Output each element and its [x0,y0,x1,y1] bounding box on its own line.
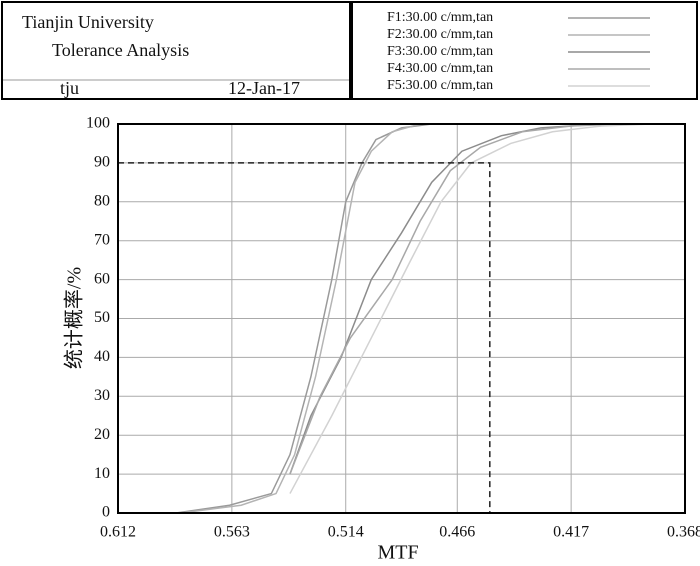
header-title: Tolerance Analysis [52,40,189,60]
legend-label: F2:30.00 c/mm,tan [387,27,493,42]
y-tick-label: 30 [94,387,110,404]
y-tick-label: 40 [94,348,110,365]
legend-box [351,1,698,100]
x-tick-label: 0.368 [667,524,700,541]
mtf-curve [180,123,421,514]
x-axis-label: MTF [377,542,418,564]
date: 12-Jan-17 [228,78,300,98]
x-tick-label: 0.612 [100,524,136,541]
reference-line [118,162,491,513]
mtf-curve [289,123,623,475]
mtf-curve [289,123,653,494]
legend-label: F5:30.00 c/mm,tan [387,78,493,93]
org-name: Tianjin University [22,12,154,32]
legend-label: F1:30.00 c/mm,tan [387,10,493,25]
y-tick-label: 100 [86,115,110,132]
y-tick-label: 80 [94,192,110,209]
x-tick-label: 0.466 [439,524,475,541]
y-tick-label: 20 [94,426,110,443]
user: tju [60,78,79,98]
legend-label: F3:30.00 c/mm,tan [387,44,493,59]
y-axis-label: 统计概率/% [63,267,86,369]
mtf-curve [175,123,432,514]
x-tick-label: 0.563 [214,524,250,541]
x-tick-label: 0.514 [328,524,364,541]
y-tick-label: 60 [94,270,110,287]
header-box [1,1,351,100]
y-tick-label: 10 [94,465,110,482]
y-tick-label: 90 [94,154,110,171]
y-tick-label: 70 [94,231,110,248]
x-tick-label: 0.417 [553,524,589,541]
y-tick-label: 50 [94,309,110,326]
y-tick-label: 0 [102,504,110,521]
plot-frame [117,123,686,514]
legend-label: F4:30.00 c/mm,tan [387,61,493,76]
